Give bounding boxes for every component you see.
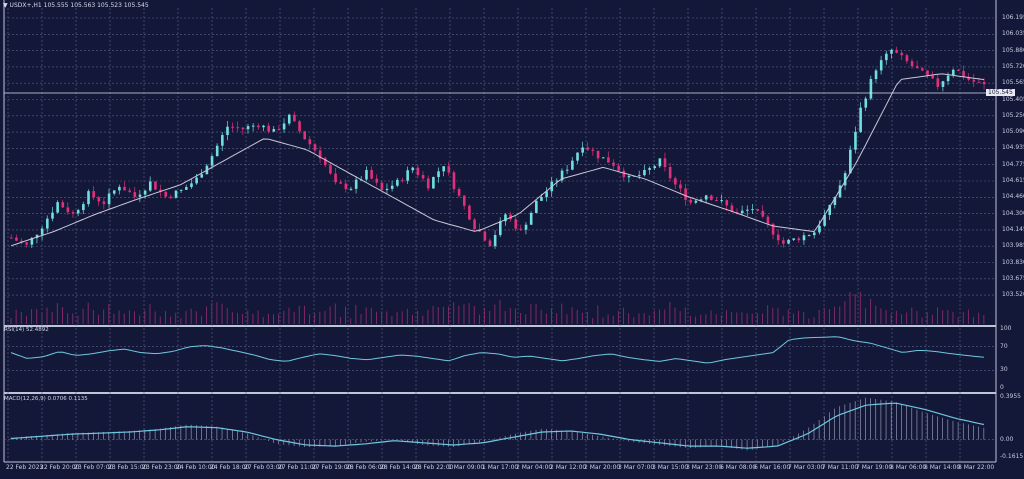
time-tick: 3 Mar 15:00	[652, 464, 689, 471]
time-tick: 24 Feb 10:00	[176, 464, 216, 471]
time-tick: 7 Mar 11:00	[822, 464, 859, 471]
price-tick: 103.520	[1002, 291, 1024, 299]
time-tick: 23 Feb 07:00	[74, 464, 114, 471]
time-tick: 2 Mar 04:00	[516, 464, 553, 471]
time-tick: 6 Mar 08:00	[720, 464, 757, 471]
time-tick: 8 Mar 06:00	[890, 464, 927, 471]
price-tick: 104.300	[1002, 209, 1024, 217]
time-tick: 3 Mar 07:00	[618, 464, 655, 471]
macd-tick: 0.00	[1000, 435, 1014, 443]
time-tick: 27 Feb 19:00	[312, 464, 352, 471]
price-tick: 104.615	[1002, 177, 1024, 184]
rsi-tick: 100	[1000, 325, 1012, 332]
time-tick: 24 Feb 18:00	[210, 464, 250, 471]
price-tick: 104.460	[1002, 193, 1024, 201]
time-tick: 28 Feb 14:00	[380, 464, 420, 471]
macd-tick: 0.3955	[1000, 393, 1021, 400]
time-tick: 2 Mar 12:00	[550, 464, 587, 471]
price-tick: 105.720	[1002, 62, 1024, 70]
rsi-tick: 70	[1000, 342, 1008, 350]
macd-tick: -0.1615	[1000, 453, 1024, 460]
time-tick: 28 Feb 22:00	[414, 464, 454, 471]
price-tick: 105.565	[1002, 79, 1024, 87]
macd-label: MACD(12,26,9) 0.0706 0.1135	[4, 396, 88, 402]
price-tick: 104.145	[1002, 225, 1024, 233]
price-tick: 104.775	[1002, 160, 1024, 168]
time-tick: 7 Mar 19:00	[856, 464, 893, 471]
time-tick: 3 Mar 23:00	[686, 464, 723, 471]
time-tick: 6 Mar 16:00	[754, 464, 791, 471]
price-tick: 103.830	[1002, 258, 1024, 266]
time-tick: 22 Feb 20:00	[40, 464, 80, 471]
symbol-label: USDX+,H1	[9, 2, 42, 9]
triangle-down-icon[interactable]: ▼	[3, 2, 8, 9]
time-tick: 22 Feb 2023	[6, 464, 44, 471]
price-tick: 104.935	[1002, 144, 1024, 152]
time-tick: 23 Feb 23:00	[142, 464, 182, 471]
rsi-tick: 0	[1000, 384, 1004, 391]
price-tick: 103.985	[1002, 242, 1024, 250]
time-tick: 23 Feb 15:00	[108, 464, 148, 471]
time-tick: 28 Feb 06:00	[346, 464, 386, 471]
price-tick: 105.880	[1002, 46, 1024, 54]
price-tick: 105.090	[1002, 128, 1024, 136]
time-tick: 2 Mar 20:00	[584, 464, 621, 471]
price-tick: 105.405	[1002, 95, 1024, 103]
time-tick: 7 Mar 03:00	[788, 464, 825, 471]
time-tick: 27 Feb 03:00	[244, 464, 284, 471]
time-tick: 8 Mar 22:00	[958, 464, 995, 471]
rsi-tick: 30	[1000, 366, 1008, 374]
rsi-label: RSI(14) 52.4892	[4, 327, 49, 333]
time-tick: 8 Mar 14:00	[924, 464, 961, 471]
ohlc-values: 105.555 105.563 105.523 105.545	[43, 2, 149, 9]
current-price-tag: 105.545	[986, 89, 1015, 96]
price-tick: 105.250	[1002, 111, 1024, 119]
chart-header: ▼ USDX+,H1 105.555 105.563 105.523 105.5…	[3, 2, 149, 9]
time-tick: 27 Feb 11:00	[278, 464, 318, 471]
price-tick: 106.035	[1002, 30, 1024, 38]
price-tick: 103.675	[1002, 274, 1024, 282]
time-tick: 1 Mar 09:00	[448, 464, 485, 471]
price-tick: 106.195	[1002, 14, 1024, 21]
time-tick: 1 Mar 17:00	[482, 464, 519, 471]
